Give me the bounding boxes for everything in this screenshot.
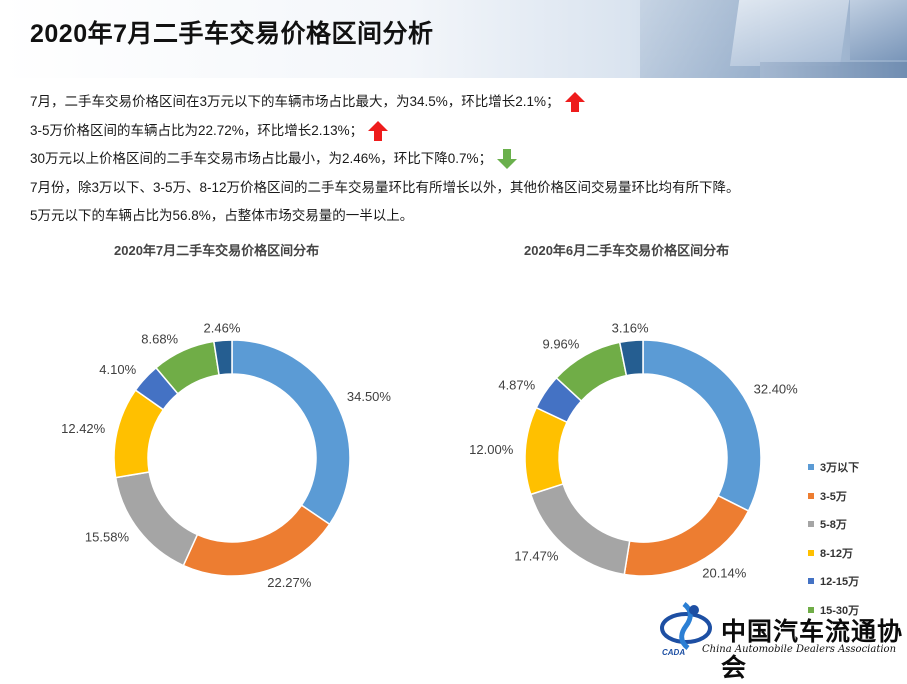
arrow-up-icon — [564, 92, 585, 113]
legend-item: 8-12万 — [808, 539, 859, 568]
data-label: 32.40% — [754, 382, 799, 397]
data-label: 4.10% — [99, 362, 136, 377]
banner-decoration — [760, 62, 907, 78]
association-logo: CADA 中国汽车流通协会 China Automobile Dealers A… — [656, 600, 906, 682]
summary-line: 3-5万价格区间的车辆占比为22.72%，环比增长2.13%； — [30, 117, 740, 146]
summary-line-text: 3-5万价格区间的车辆占比为22.72%，环比增长2.13%； — [30, 122, 364, 138]
legend-swatch — [808, 464, 814, 471]
arrow-down-icon — [497, 149, 518, 170]
data-label: 9.96% — [542, 337, 579, 352]
data-label: 12.42% — [61, 421, 106, 436]
summary-line: 7月份，除3万以下、3-5万、8-12万价格区间的二手车交易量环比有所增长以外，… — [30, 174, 740, 203]
legend-label: 3-5万 — [820, 490, 847, 503]
donut-slice — [623, 494, 750, 577]
data-label: 22.27% — [267, 575, 312, 590]
data-label: 3.16% — [612, 321, 649, 336]
legend-label: 12-15万 — [820, 576, 860, 589]
data-label: 34.50% — [347, 389, 392, 404]
legend-item: 12-15万 — [808, 567, 859, 596]
data-label: 15.58% — [85, 529, 130, 544]
legend-label: 8-12万 — [820, 547, 854, 560]
logo-abbreviation: CADA — [662, 648, 686, 657]
donut-slice — [524, 406, 569, 496]
data-label: 2.46% — [204, 320, 241, 335]
data-label: 8.68% — [141, 332, 178, 347]
data-label: 4.87% — [498, 377, 535, 392]
summary-line-text: 7月，二手车交易价格区间在3万元以下的车辆市场占比最大，为34.5%，环比增长2… — [30, 94, 560, 109]
donut-chart-june: 32.40% 20.14% 17.47% 12.00% 4.87% 9.96% 3.16% — [469, 321, 799, 581]
header-banner: 2020年7月二手车交易价格区间分析 — [0, 0, 907, 78]
legend-item: 3万以下 — [808, 453, 859, 482]
legend-item: 5-8万 — [808, 510, 859, 539]
data-label: 12.00% — [469, 442, 514, 457]
summary-line-text: 5万元以下的车辆占比为56.8%，占整体市场交易量的一半以上。 — [30, 208, 414, 223]
legend-label: 3万以下 — [820, 462, 860, 475]
donut-slice — [642, 339, 762, 512]
arrow-up-icon — [368, 120, 389, 141]
legend-item: 3-5万 — [808, 482, 859, 511]
summary-line: 7月，二手车交易价格区间在3万元以下的车辆市场占比最大，为34.5%，环比增长2… — [30, 88, 740, 117]
summary-line: 30万元以上价格区间的二手车交易市场占比最小，为2.46%，环比下降0.7%； — [30, 145, 740, 174]
legend-swatch — [808, 521, 814, 528]
legend-swatch — [808, 578, 814, 585]
summary-text: 7月，二手车交易价格区间在3万元以下的车辆市场占比最大，为34.5%，环比增长2… — [30, 88, 740, 231]
banner-decoration — [850, 0, 907, 60]
chart-legend: 3万以下 3-5万 5-8万 8-12万 12-15万 15-30万 — [808, 453, 859, 624]
cada-emblem-icon — [660, 602, 712, 650]
legend-item: 15-30万 — [808, 596, 859, 625]
logo-subtitle: China Automobile Dealers Association — [702, 644, 897, 655]
page-title: 2020年7月二手车交易价格区间分析 — [30, 20, 434, 48]
data-label: 20.14% — [702, 566, 747, 581]
donut-slice — [618, 339, 644, 377]
summary-line-text: 30万元以上价格区间的二手车交易市场占比最小，为2.46%，环比下降0.7%； — [30, 151, 493, 166]
chart-title-july: 2020年7月二手车交易价格区间分布 — [114, 243, 320, 258]
legend-swatch — [808, 492, 814, 499]
legend-label: 5-8万 — [820, 519, 847, 532]
data-label: 17.47% — [514, 549, 559, 564]
legend-swatch — [808, 606, 814, 613]
donut-chart-july: 34.50% 22.27% 15.58% 12.42% 4.10% 8.68% 2.46% — [61, 320, 392, 590]
chart-title-june: 2020年6月二手车交易价格区间分布 — [524, 243, 730, 258]
summary-line: 5万元以下的车辆占比为56.8%，占整体市场交易量的一半以上。 — [30, 202, 740, 231]
donut-slice — [212, 339, 233, 376]
legend-swatch — [808, 549, 814, 556]
donut-slice — [231, 339, 351, 526]
summary-line-text: 7月份，除3万以下、3-5万、8-12万价格区间的二手车交易量环比有所增长以外，… — [30, 179, 740, 195]
legend-label: 15-30万 — [820, 604, 860, 617]
